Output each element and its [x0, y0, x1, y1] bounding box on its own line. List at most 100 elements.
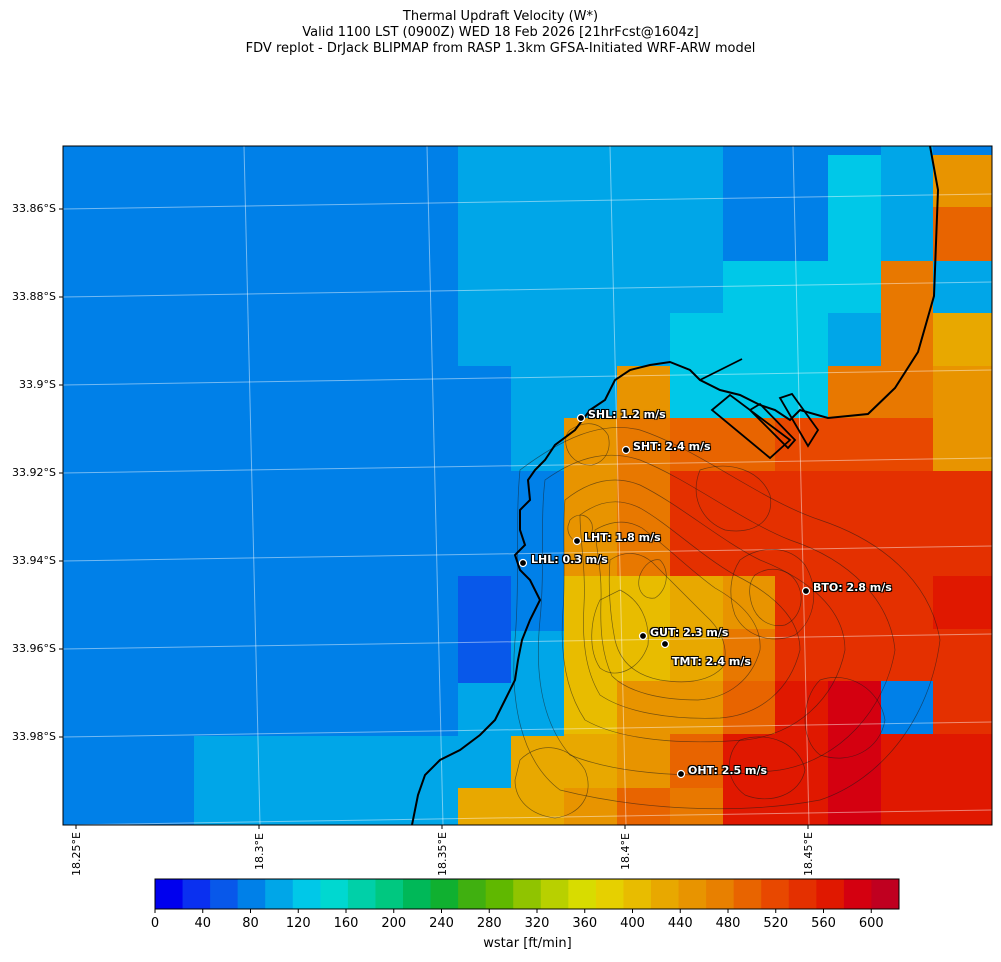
site-label-bto: BTO: 2.8 m/s — [813, 581, 892, 594]
lon-tick-label: 18.35°E — [436, 832, 449, 876]
map-frame — [62, 145, 993, 826]
site-label-oht: OHT: 2.5 m/s — [688, 764, 768, 777]
field-cell — [564, 788, 617, 825]
colorbar-swatch — [816, 879, 845, 909]
colorbar-swatch — [651, 879, 680, 909]
field-cell — [881, 146, 933, 261]
site-label-gut: GUT: 2.3 m/s — [650, 626, 729, 639]
map-area — [63, 146, 992, 825]
graticule — [63, 146, 992, 825]
colorbar-swatch — [458, 879, 487, 909]
field-cell — [933, 313, 992, 366]
colorbar-tick-label: 400 — [620, 916, 645, 931]
lon-tick-label: 18.4°E — [619, 833, 632, 870]
lat-tick-label: 33.92°S — [12, 466, 56, 479]
field-cell — [511, 736, 564, 825]
field-cell — [670, 734, 723, 788]
title-line-3: FDV replot - DrJack BLIPMAP from RASP 1.… — [245, 41, 756, 56]
field-cell — [881, 261, 933, 366]
field-cell — [933, 576, 992, 629]
site-label-tmt: TMT: 2.4 m/s — [672, 655, 751, 668]
colorbar-swatch — [155, 879, 184, 909]
field-cell — [775, 681, 828, 825]
colorbar-swatch — [761, 879, 790, 909]
colorbar-tick-label: 480 — [715, 916, 741, 931]
field-cell — [458, 576, 511, 683]
colorbar-tick-label: 360 — [572, 916, 598, 931]
colorbar-tick-label: 120 — [285, 916, 311, 931]
colorbar-swatch — [403, 879, 432, 909]
site-marker-tmt — [660, 639, 670, 649]
site-marker-lhl — [518, 558, 528, 568]
field-cell — [775, 576, 933, 681]
field-cell — [933, 261, 992, 313]
field-cell — [670, 576, 723, 681]
lat-tick-label: 33.98°S — [12, 730, 56, 743]
colorbar-label: wstar [ft/min] — [483, 936, 572, 951]
lon-tick-label: 18.25°E — [70, 832, 83, 876]
lat-tick-label: 33.96°S — [12, 642, 56, 655]
colorbar-swatch — [788, 879, 817, 909]
field-cell — [933, 366, 992, 471]
colorbar — [154, 878, 900, 913]
colorbar-swatch — [237, 879, 266, 909]
colorbar-tick-label: 160 — [333, 916, 359, 931]
coastline — [411, 146, 940, 825]
colorbar-tick-label: 600 — [858, 916, 884, 931]
colorbar-tick-label: 80 — [242, 916, 259, 931]
site-marker-sht — [621, 445, 631, 455]
colorbar-swatch — [485, 879, 514, 909]
lat-tick-label: 33.86°S — [12, 202, 56, 215]
colorbar-swatch — [843, 879, 872, 909]
field-cell — [933, 207, 992, 261]
colorbar-swatch — [733, 879, 762, 909]
colorbar-tick-label: 560 — [811, 916, 836, 931]
colorbar-frame — [154, 878, 900, 910]
colorbar-swatch — [347, 879, 376, 909]
colorbar-swatch — [182, 879, 211, 909]
colorbar-swatch — [513, 879, 542, 909]
field-cell — [511, 366, 564, 471]
lon-tick-label: 18.45°E — [802, 832, 815, 876]
colorbar-swatch — [871, 879, 900, 909]
colorbar-swatch — [678, 879, 707, 909]
site-markers — [518, 413, 811, 779]
site-label-lhl: LHL: 0.3 m/s — [531, 553, 608, 566]
harbour-outline — [699, 358, 820, 460]
field-cell — [828, 366, 933, 419]
field-cell — [564, 576, 617, 734]
colorbar-swatch — [430, 879, 459, 909]
colorbar-swatch — [375, 879, 404, 909]
field-cell — [881, 734, 992, 825]
colorbar-tick-label: 320 — [524, 916, 550, 931]
colorbar-tick-label: 440 — [667, 916, 693, 931]
field-cell — [670, 681, 723, 734]
colorbar-tick-label: 520 — [763, 916, 789, 931]
field-cell — [670, 418, 775, 471]
lon-tick-label: 18.3°E — [253, 833, 266, 870]
site-marker-gut — [638, 631, 648, 641]
colorbar-swatch — [265, 879, 294, 909]
colorbar-swatch — [706, 879, 735, 909]
field-cell — [828, 681, 881, 825]
field-cell — [775, 471, 992, 576]
field-cell — [723, 629, 775, 681]
site-marker-shl — [576, 413, 586, 423]
field-cell — [564, 418, 617, 576]
lat-tick-label: 33.88°S — [12, 290, 56, 303]
colorbar-swatch — [623, 879, 652, 909]
colorbar-swatch — [595, 879, 624, 909]
colorbar-tick-label: 0 — [150, 916, 160, 931]
field-cell — [828, 155, 881, 261]
colorbar-tick-label: 200 — [381, 916, 407, 931]
title-line-2: Valid 1100 LST (0900Z) WED 18 Feb 2026 [… — [302, 25, 699, 40]
field-cell — [617, 366, 670, 419]
colorbar-swatch — [540, 879, 569, 909]
field-cell — [933, 629, 992, 734]
site-marker-lht — [572, 536, 582, 546]
field-cell — [933, 155, 992, 207]
field-cell — [670, 471, 775, 576]
field-cell — [458, 736, 511, 788]
colorbar-swatch — [568, 879, 597, 909]
